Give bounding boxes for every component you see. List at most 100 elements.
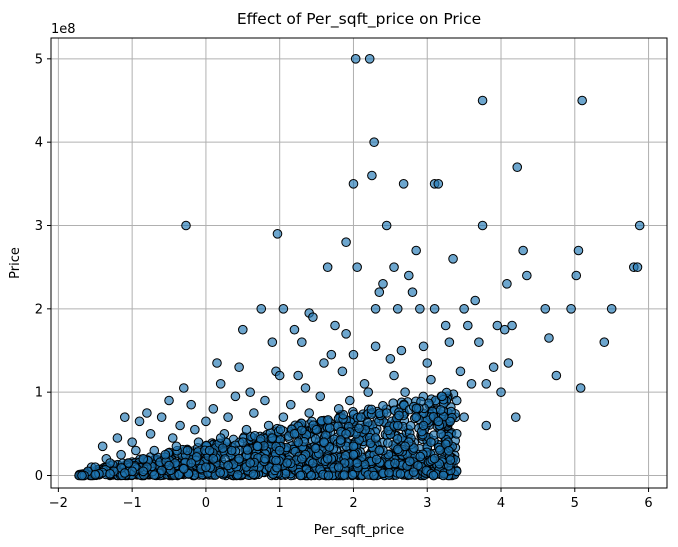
data-point [241, 424, 252, 435]
data-point [573, 245, 584, 256]
y-tick-label: 5 [35, 52, 43, 67]
data-point [571, 270, 582, 281]
y-tick-label: 4 [35, 136, 43, 151]
data-point [512, 162, 523, 172]
x-tick-label: 2 [349, 496, 357, 511]
data-point [448, 254, 458, 264]
data-point [371, 454, 382, 465]
data-point [105, 458, 115, 468]
data-point [271, 455, 281, 466]
data-point [474, 337, 484, 347]
data-point [300, 383, 311, 393]
data-point [370, 341, 381, 352]
data-point [319, 437, 329, 447]
data-point [272, 229, 283, 239]
data-point [634, 220, 645, 231]
data-point [407, 287, 418, 297]
data-point [400, 441, 410, 452]
data-point [422, 358, 433, 368]
data-point [178, 464, 189, 474]
data-point [366, 404, 377, 415]
data-point [389, 370, 399, 381]
data-point [369, 137, 379, 147]
data-point [344, 395, 355, 406]
data-point [289, 429, 300, 439]
data-point [322, 262, 333, 272]
data-point [374, 287, 385, 297]
data-point [435, 445, 445, 455]
data-point [119, 468, 130, 478]
data-point [245, 458, 255, 468]
data-point [551, 370, 562, 381]
data-point [116, 449, 126, 460]
data-point [252, 441, 263, 452]
data-point [90, 469, 101, 480]
data-point [293, 370, 303, 381]
data-point [443, 445, 454, 456]
data-point [381, 220, 392, 231]
data-point [348, 441, 359, 452]
data-point [226, 445, 237, 456]
x-tick-label: 4 [497, 496, 505, 511]
data-point [193, 437, 204, 447]
data-point [289, 324, 300, 335]
data-point [145, 429, 156, 439]
data-point [319, 358, 329, 368]
data-point [182, 445, 193, 456]
x-tick-label: −2 [49, 496, 68, 511]
data-point [232, 470, 243, 480]
y-axis-label: Price [8, 247, 23, 279]
data-point [230, 391, 241, 402]
data-point [326, 349, 337, 360]
x-tick-label: 1 [276, 496, 284, 511]
x-axis-ticks: −2 −1 0 1 2 3 4 5 6 [49, 488, 653, 511]
x-tick-label: 6 [644, 496, 652, 511]
data-point [392, 434, 403, 444]
data-point [215, 379, 226, 389]
data-point [142, 408, 152, 418]
data-point [400, 387, 410, 397]
data-point [138, 454, 149, 464]
data-point [341, 329, 351, 339]
data-point [352, 458, 362, 468]
data-point [330, 320, 340, 331]
data-point [392, 304, 403, 314]
data-point [242, 445, 253, 455]
chart-title: Effect of Per_sqft_price on Price [237, 10, 481, 29]
data-point [481, 420, 492, 431]
data-point [234, 454, 244, 464]
data-point [201, 462, 211, 472]
data-point [295, 470, 306, 481]
data-point [540, 304, 551, 314]
data-point [544, 333, 554, 343]
y-tick-label: 2 [35, 302, 43, 317]
data-point [310, 443, 321, 454]
data-point [324, 423, 335, 433]
data-point [459, 412, 469, 422]
data-point [282, 458, 292, 468]
data-point [112, 433, 123, 443]
data-point [413, 460, 423, 471]
data-point [455, 366, 466, 377]
data-point [382, 438, 393, 448]
data-point [105, 469, 115, 479]
data-point [384, 467, 394, 478]
plot-frame [50, 37, 668, 489]
data-point [149, 470, 160, 480]
data-point [378, 279, 388, 289]
data-point [275, 424, 286, 435]
data-point [436, 429, 446, 439]
data-point [381, 408, 392, 418]
data-point [160, 449, 171, 460]
data-point [359, 379, 370, 389]
data-point [496, 387, 506, 397]
data-point [123, 458, 134, 468]
data-point [385, 354, 396, 364]
data-point [167, 433, 178, 443]
data-point [459, 304, 469, 314]
data-point [278, 412, 289, 422]
data-point [433, 179, 444, 189]
y-axis-ticks: 0 1 2 3 4 5 [35, 52, 51, 484]
data-point [323, 470, 334, 481]
data-point [451, 395, 462, 406]
